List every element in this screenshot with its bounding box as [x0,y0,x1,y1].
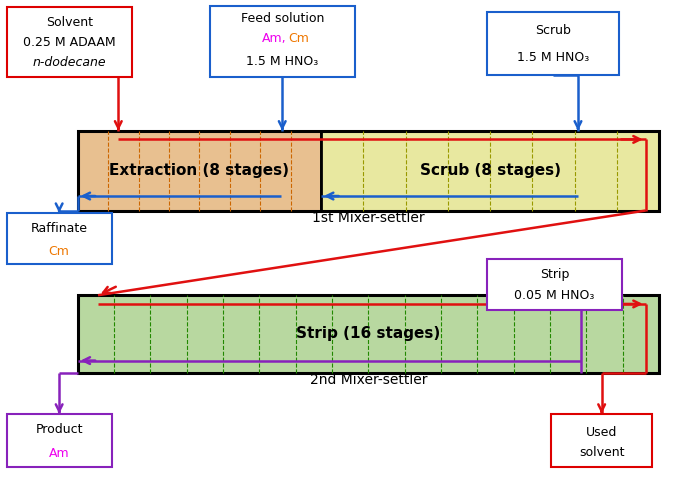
Bar [551,414,652,467]
Text: 1.5 M HNO₃: 1.5 M HNO₃ [246,55,318,68]
Text: Feed solution: Feed solution [241,12,324,25]
Text: 1.5 M HNO₃: 1.5 M HNO₃ [516,51,589,64]
Text: Scrub: Scrub [535,25,571,37]
Bar [7,414,112,467]
Text: Am,: Am, [262,32,287,45]
Bar [7,7,132,77]
Text: Extraction (8 stages): Extraction (8 stages) [110,163,289,178]
Text: Cm: Cm [289,32,310,45]
Bar [78,131,659,211]
Text: Solvent: Solvent [46,16,93,29]
Bar [78,131,321,211]
Text: 0.25 M ADAAM: 0.25 M ADAAM [23,36,116,49]
Text: solvent: solvent [579,446,625,459]
Text: Am: Am [49,447,70,460]
Text: n-dodecane: n-dodecane [32,56,106,69]
Bar [7,213,112,264]
Bar [321,131,659,211]
Text: 2nd Mixer-settler: 2nd Mixer-settler [310,373,427,387]
Text: 1st Mixer-settler: 1st Mixer-settler [312,211,425,225]
Text: Product: Product [35,424,83,436]
Bar [487,259,622,310]
Bar [78,295,659,373]
Text: Scrub (8 stages): Scrub (8 stages) [420,163,560,178]
Bar [210,6,355,77]
Text: Strip: Strip [539,268,569,281]
Text: Cm: Cm [49,244,70,257]
Text: Raffinate: Raffinate [30,222,88,235]
Text: Used: Used [586,426,617,439]
Bar [487,12,619,75]
Text: Strip (16 stages): Strip (16 stages) [296,327,441,341]
Text: 0.05 M HNO₃: 0.05 M HNO₃ [514,289,594,302]
